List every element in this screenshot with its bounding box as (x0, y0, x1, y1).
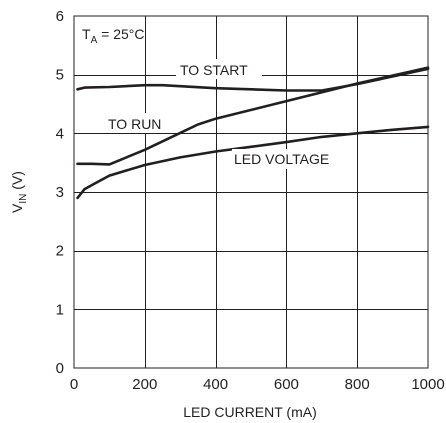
label-mask-led-voltage (232, 149, 348, 169)
y-tick-label: 2 (56, 243, 64, 260)
plot-frame (73, 15, 429, 369)
y-axis-title: VIN (V) (9, 171, 29, 213)
y-tick-label: 1 (56, 301, 64, 318)
x-axis-title: LED CURRENT (mA) (183, 404, 317, 420)
y-tick-label: 5 (56, 67, 64, 84)
y-tick-label: 6 (56, 8, 64, 25)
x-tick-label: 800 (345, 376, 370, 393)
series-line-to-run (76, 66, 430, 166)
series-label-led-voltage: LED VOLTAGE (234, 151, 329, 167)
x-tick-label: 200 (132, 376, 157, 393)
tick-labels: 0 200 400 600 800 1000 0 1 2 3 4 5 6 (56, 8, 445, 393)
annotations: TA = 25°C TO START TO RUN LED VOLTAGE (82, 26, 348, 169)
series-line-led-voltage (76, 125, 430, 200)
y-tick-label: 3 (56, 184, 64, 201)
label-mask-to-start (176, 59, 262, 79)
series-label-to-start: TO START (180, 62, 248, 78)
condition-label: TA = 25°C (82, 26, 144, 46)
y-tick-label: 4 (56, 125, 64, 142)
y-axis-title-sub: IN (18, 194, 29, 204)
y-axis-title-unit: (V) (9, 171, 25, 194)
condition-rest: = 25°C (97, 26, 144, 42)
series-label-to-run: TO RUN (108, 116, 161, 132)
y-tick-label: 0 (56, 360, 64, 377)
label-mask-to-run (104, 113, 170, 133)
y-axis-title-main: V (9, 203, 25, 213)
x-tick-label: 0 (70, 376, 78, 393)
x-tick-label: 1000 (411, 376, 444, 393)
x-tick-label: 600 (274, 376, 299, 393)
plot-lines (76, 66, 430, 200)
condition-sub: A (91, 35, 98, 46)
x-tick-label: 400 (203, 376, 228, 393)
condition-main: T (82, 26, 91, 42)
